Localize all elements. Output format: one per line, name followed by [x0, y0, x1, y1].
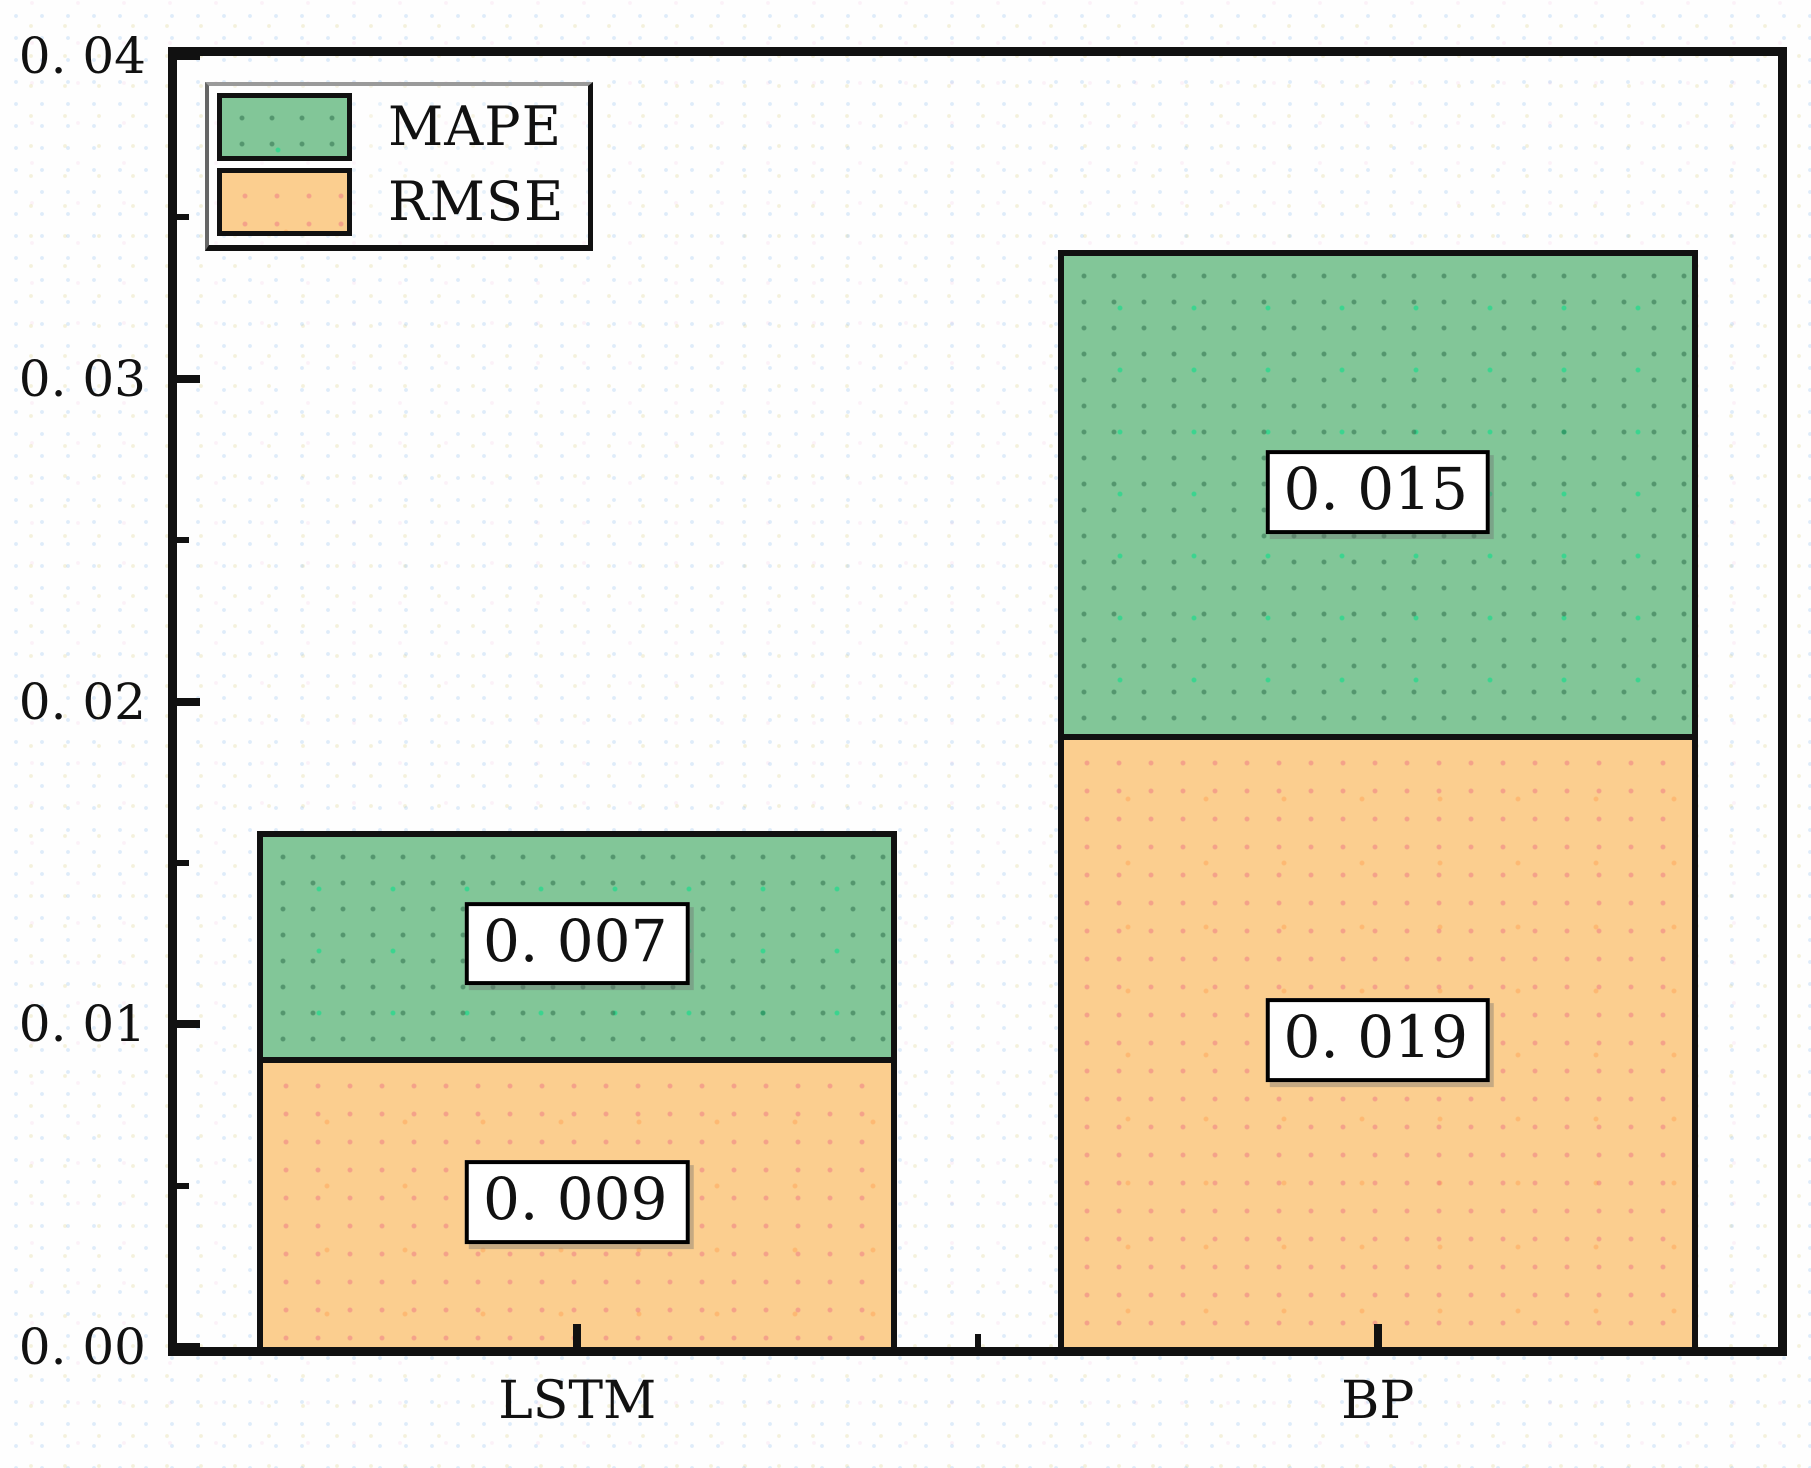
value-label-mape-bp: 0. 015: [1265, 449, 1490, 534]
y-tick-label: 0. 03: [18, 349, 146, 408]
legend-swatch-mape-icon: [217, 93, 352, 161]
y-minor-tick: [177, 537, 189, 544]
y-minor-tick: [177, 859, 189, 866]
value-label-mape-lstm: 0. 007: [465, 901, 690, 986]
y-tick-label: 0. 01: [18, 995, 146, 1054]
value-label-rmse-lstm: 0. 009: [465, 1159, 690, 1244]
y-major-tick: [177, 1343, 200, 1351]
x-major-tick: [1373, 1324, 1382, 1347]
y-tick-label: 0. 02: [18, 672, 146, 731]
legend-label-rmse: RMSE: [388, 170, 565, 233]
legend-row-mape: MAPE: [217, 93, 564, 161]
plot-area: MAPE RMSE 0. 009 0. 007 0. 019 0. 015: [168, 47, 1787, 1356]
legend-row-rmse: RMSE: [217, 168, 564, 236]
legend-label-mape: MAPE: [388, 95, 563, 158]
legend-swatch-rmse-icon: [217, 168, 352, 236]
legend: MAPE RMSE: [205, 82, 594, 251]
y-major-tick: [177, 697, 200, 706]
bar-segment-mape-bp: [1057, 249, 1698, 734]
y-tick-label: 0. 00: [18, 1318, 146, 1376]
y-major-tick: [177, 52, 200, 60]
x-tick-label: BP: [1341, 1371, 1415, 1431]
value-label-rmse-bp: 0. 019: [1265, 998, 1490, 1083]
y-minor-tick: [177, 1182, 189, 1189]
y-minor-tick: [177, 214, 189, 221]
y-major-tick: [177, 374, 200, 383]
y-major-tick: [177, 1020, 200, 1029]
y-tick-label: 0. 04: [18, 27, 146, 85]
x-tick-label: LSTM: [498, 1371, 657, 1431]
x-major-tick: [573, 1324, 582, 1347]
x-minor-tick: [974, 1334, 981, 1347]
